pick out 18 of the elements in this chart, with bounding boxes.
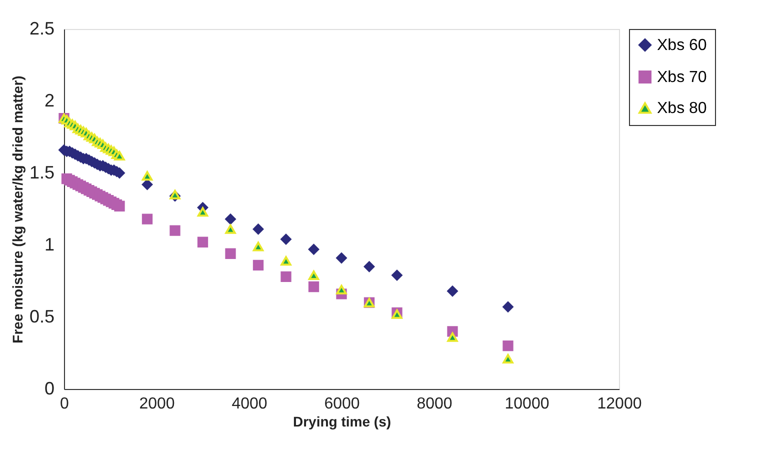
- x-tick-label: 2000: [139, 396, 175, 412]
- legend-label: Xbs 70: [657, 69, 707, 86]
- y-tick-label: 2.5: [29, 18, 54, 38]
- y-tick-label: 1.5: [29, 162, 54, 182]
- y-tick-label: 1: [44, 234, 54, 254]
- legend-label: Xbs 60: [657, 37, 707, 54]
- x-tick-label: 12000: [597, 396, 642, 412]
- x-tick-label: 10000: [504, 396, 550, 412]
- x-tick-label: 0: [60, 396, 70, 412]
- y-tick-label: 0: [44, 378, 54, 398]
- x-axis-title: Drying time (s): [292, 414, 392, 430]
- y-tick-label: 0.5: [29, 306, 54, 326]
- legend-label: Xbs 80: [657, 100, 707, 117]
- y-axis-title: Free moisture (kg water/kg dried matter): [9, 76, 26, 344]
- x-tick-label: 8000: [416, 396, 452, 412]
- x-tick-label: 6000: [324, 396, 360, 412]
- x-tick-label: 4000: [232, 396, 268, 412]
- y-tick-label: 2: [44, 90, 54, 110]
